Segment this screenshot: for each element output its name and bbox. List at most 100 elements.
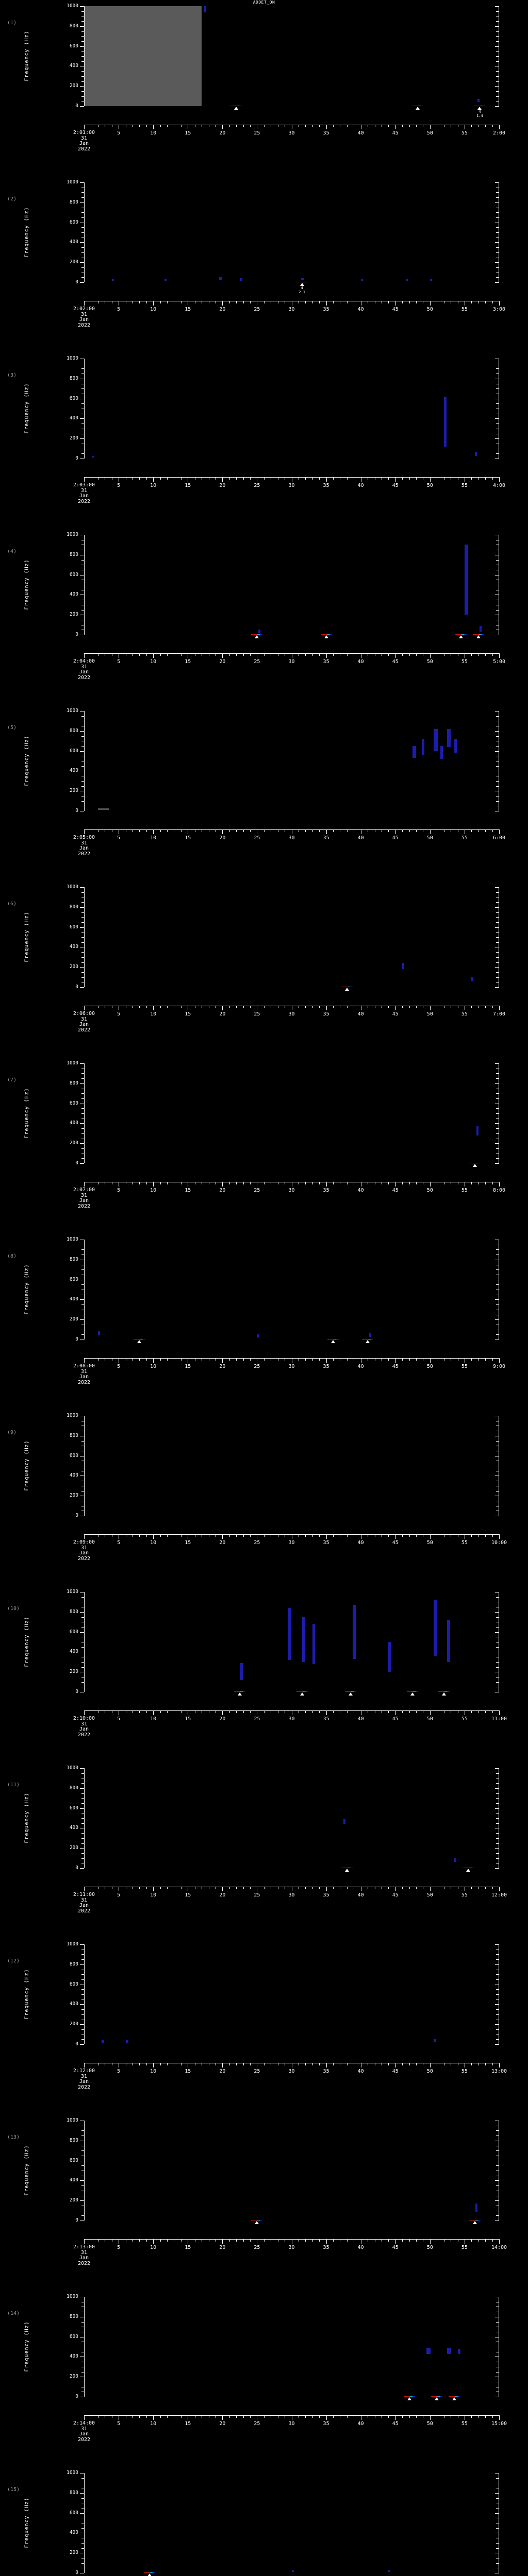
event-marker-triangle[interactable] [147,2573,152,2576]
y-tick [81,2507,84,2509]
event-marker-triangle[interactable] [415,107,420,110]
y-tick [80,1808,84,1809]
x-tick [499,653,500,658]
event-marker-triangle[interactable] [441,1692,446,1696]
y-tick-label: 800 [69,1080,78,1086]
x-tick-label: 10 [150,130,157,136]
x-tick [388,1710,389,1713]
y-tick [80,887,84,888]
event-marker-triangle[interactable] [324,635,328,638]
x-tick [492,2415,493,2418]
event-marker-triangle[interactable] [234,107,239,110]
event-marker-triangle[interactable] [331,1340,335,1343]
x-tick-label: 55 [461,835,468,841]
y-tick [81,81,84,82]
y-tick-right [496,61,499,62]
event-marker-triangle[interactable] [407,2397,411,2400]
y-tick-label: 0 [75,2041,78,2047]
y-tick [81,736,84,737]
y-tick-right [496,922,499,923]
y-tick-right [496,560,499,561]
event-marker-triangle[interactable] [344,988,349,991]
y-tick-right [496,227,499,228]
event-marker-triangle[interactable] [300,283,304,286]
x-tick [326,653,327,658]
x-tick-label: 45 [392,835,399,841]
x-axis-start-datestack: 2:03:00 31 Jan 2022 [73,482,95,504]
x-tick [312,301,313,303]
x-tick [430,1006,431,1010]
spectral-mark [471,977,474,981]
y-tick-right [496,277,499,278]
y-tick-label: 0 [75,1513,78,1518]
x-tick-label: 30 [288,1716,295,1722]
event-marker-triangle[interactable] [237,1692,242,1696]
event-marker-triangle[interactable] [459,635,464,638]
event-marker-triangle[interactable] [255,2221,259,2224]
x-tick [430,1534,431,1539]
x-tick-label: 25 [254,483,260,488]
x-axis-end-time: 8:00 [492,1188,506,1193]
y-tick-right [496,1989,499,1990]
y-axis-title: Frequency (Hz) [24,1440,30,1491]
y-tick [81,252,84,253]
y-tick-right [495,2513,499,2514]
event-marker-triangle[interactable] [300,1692,304,1696]
spectral-mark [125,2040,128,2043]
x-tick-label: 50 [426,307,433,312]
x-tick [312,829,313,832]
x-tick [416,2415,417,2418]
event-marker-triangle[interactable] [366,1340,370,1343]
y-axis-spine-left [84,1768,85,1868]
y-tick [81,212,84,213]
x-tick [326,2063,327,2067]
x-tick [395,125,396,129]
x-axis-date-year: 2022 [77,851,91,857]
event-marker-triangle[interactable] [476,635,481,638]
x-tick [499,1534,500,1539]
x-tick-label: 45 [392,1540,399,1546]
x-tick [395,1710,396,1715]
x-tick-label: 25 [254,2069,260,2074]
y-tick-right [496,781,499,782]
x-tick [243,477,244,480]
spectral-mark [447,728,451,747]
event-marker-triangle[interactable] [477,107,482,110]
y-tick-right [495,438,499,439]
y-tick-right [496,368,499,369]
event-marker-triangle[interactable] [255,635,259,638]
y-tick [81,922,84,923]
y-tick [81,1989,84,1990]
x-tick-label: 50 [426,659,433,665]
x-tick-label: 35 [323,1011,329,1017]
event-marker-triangle[interactable] [473,2221,477,2224]
x-tick [236,1006,237,1008]
y-tick [80,282,84,283]
x-tick [167,2415,168,2418]
event-label-stack: 4 2.1 [299,286,305,294]
event-magnitude-label: 4 [478,110,481,114]
event-marker-triangle[interactable] [473,1164,477,1167]
x-tick [346,1534,348,1537]
y-axis-spine-left [84,1416,85,1516]
x-tick [180,1006,182,1008]
x-tick [312,1006,313,1008]
x-tick [402,1710,403,1713]
y-tick-label: 800 [69,1785,78,1791]
event-marker-triangle[interactable] [344,1869,349,1872]
y-tick-right [496,56,499,57]
event-marker-triangle[interactable] [348,1692,353,1696]
x-tick [167,1710,168,1713]
x-tick [409,829,410,832]
event-marker-triangle[interactable] [410,1692,415,1696]
event-marker-triangle[interactable] [466,1869,470,1872]
y-tick [81,1999,84,2000]
x-tick-label: 55 [461,2421,468,2427]
x-tick [478,2063,479,2065]
x-axis-date-month: Jan [79,1198,89,1204]
event-marker-triangle[interactable] [137,1340,142,1343]
event-marker-triangle[interactable] [452,2397,456,2400]
event-marker-triangle[interactable] [435,2397,439,2400]
x-tick [402,1887,403,1889]
x-tick [492,1006,493,1008]
